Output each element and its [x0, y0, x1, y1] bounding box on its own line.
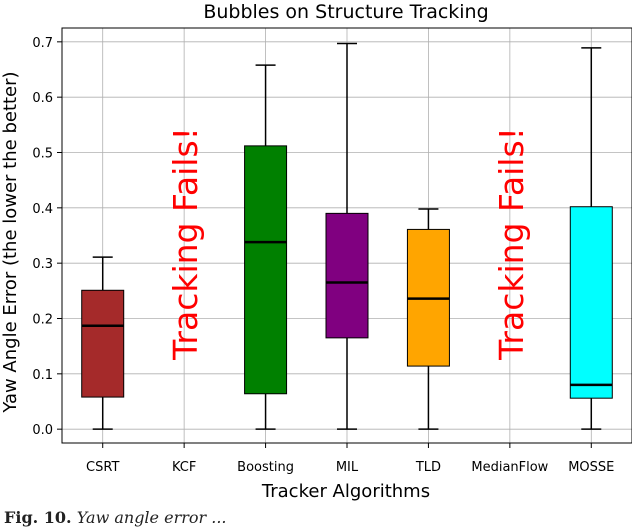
x-axis-label: Tracker Algorithms — [261, 481, 430, 502]
figure-caption: Fig. 10. Yaw angle error ... — [4, 508, 227, 527]
x-tick-label-kcf: KCF — [172, 460, 196, 475]
figure-caption-label: Fig. 10. — [4, 508, 72, 527]
figure-caption-text: Yaw angle error ... — [76, 508, 227, 527]
y-tick-label: 0.3 — [32, 257, 53, 272]
x-tick-label-mosse: MOSSE — [568, 460, 614, 475]
y-tick-label: 0.2 — [32, 313, 53, 328]
x-tick-label-mil: MIL — [336, 460, 359, 475]
x-tick-label-tld: TLD — [415, 460, 441, 475]
box-boosting — [244, 145, 288, 395]
box-plot-chart: Bubbles on Structure Tracking Tracker Al… — [0, 1, 632, 502]
y-axis-label: Yaw Angle Error (the lower the better) — [0, 71, 21, 413]
x-tick-label-csrt: CSRT — [86, 460, 119, 475]
y-tick-label: 0.6 — [32, 91, 53, 106]
y-tick-label: 0.0 — [32, 423, 53, 438]
plot-frame — [61, 27, 632, 444]
x-tick-label-boosting: Boosting — [237, 460, 294, 475]
box-csrt — [81, 289, 125, 398]
tracking-fails-annotation-kcf: Tracking Fails! — [166, 127, 205, 361]
tracking-fails-annotation-medianflow: Tracking Fails! — [492, 127, 531, 361]
y-tick-label: 0.4 — [32, 202, 53, 217]
y-tick-label: 0.7 — [32, 36, 53, 51]
box-mil — [325, 212, 369, 339]
x-tick-label-medianflow: MedianFlow — [471, 460, 548, 475]
chart-title: Bubbles on Structure Tracking — [203, 1, 488, 23]
box-mosse — [569, 206, 613, 399]
y-tick-label: 0.1 — [32, 368, 53, 383]
y-tick-label: 0.5 — [32, 147, 53, 162]
